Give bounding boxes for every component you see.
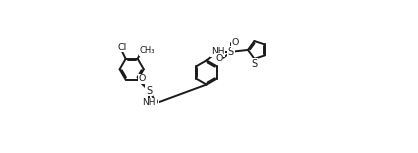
Text: NH: NH <box>211 47 224 56</box>
Text: O: O <box>138 74 146 83</box>
Text: Cl: Cl <box>117 43 126 52</box>
Text: S: S <box>251 59 257 69</box>
Text: O: O <box>215 54 223 63</box>
Text: NH: NH <box>143 98 156 107</box>
Text: S: S <box>228 47 234 57</box>
Text: S: S <box>146 86 153 96</box>
Text: CH₃: CH₃ <box>140 46 155 55</box>
Text: O: O <box>150 98 158 107</box>
Text: O: O <box>232 38 239 47</box>
